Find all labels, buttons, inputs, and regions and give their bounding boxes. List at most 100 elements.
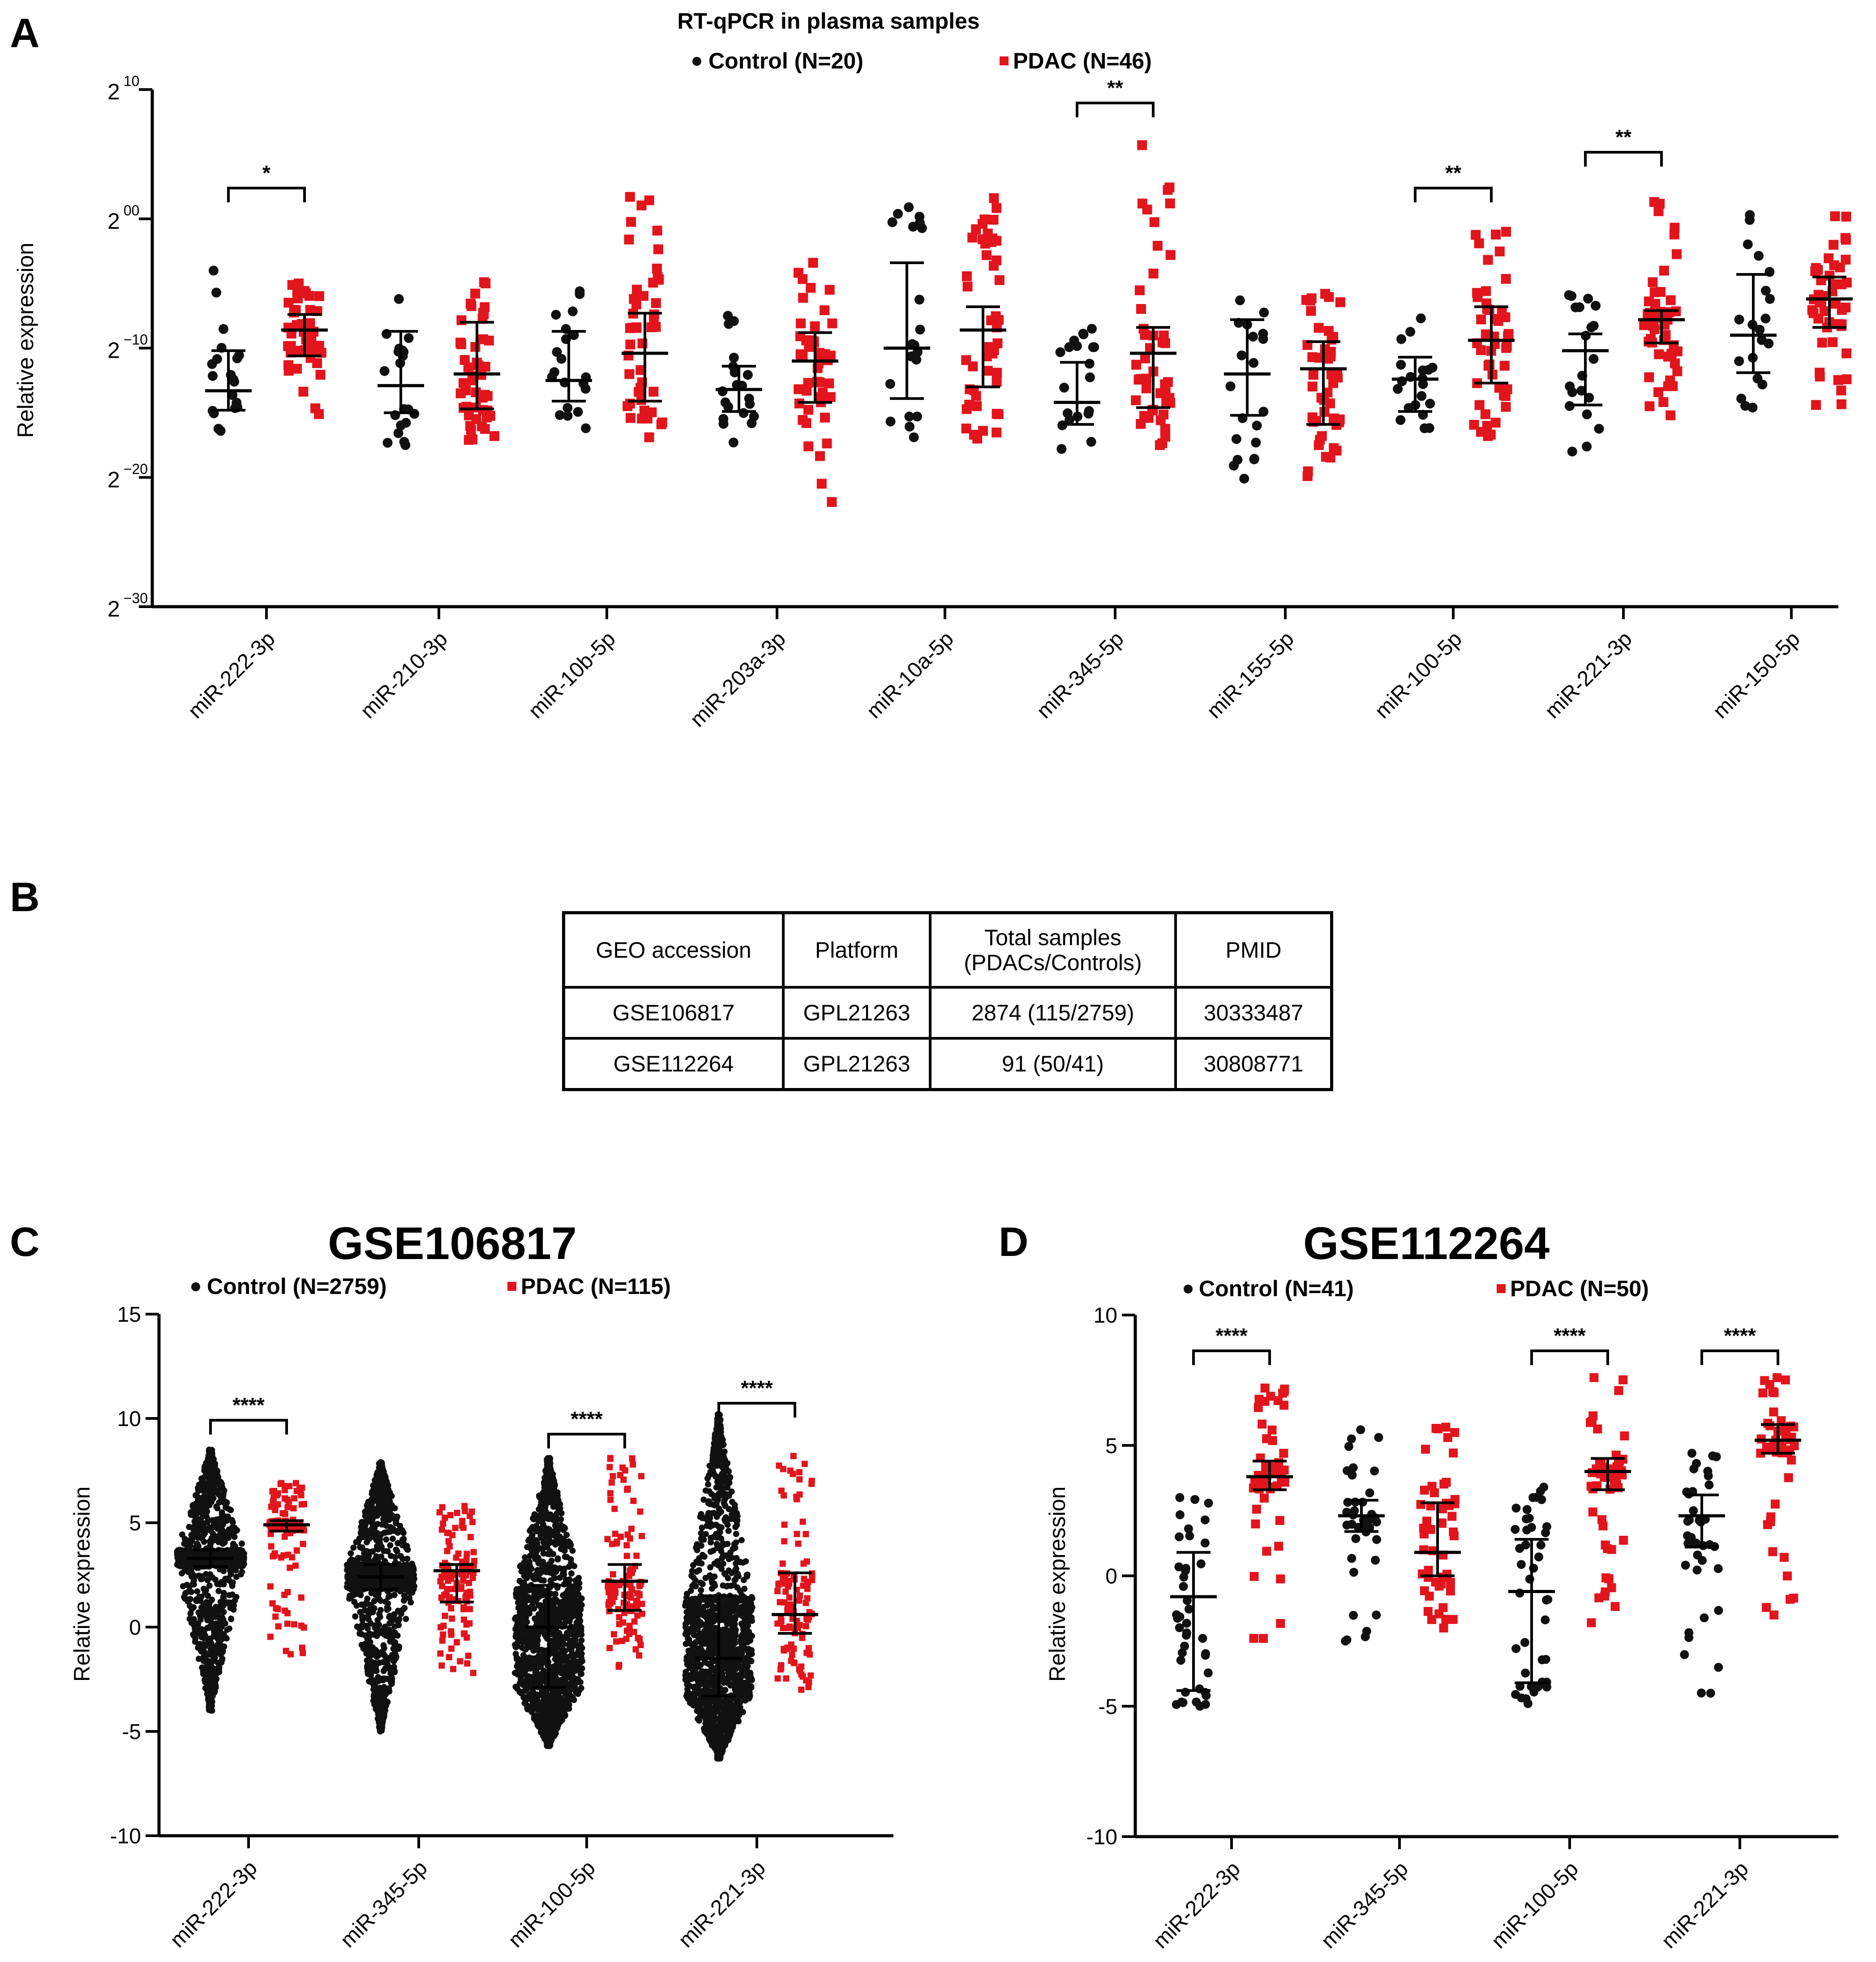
pdac-point (1136, 304, 1146, 314)
control-point (346, 1564, 352, 1570)
panel-c-legend-pdac: PDAC (N=115) (521, 1274, 671, 1299)
control-point (221, 1499, 228, 1505)
control-point (366, 1633, 373, 1640)
pdac-point (284, 1620, 291, 1627)
pdac-point (981, 250, 992, 260)
control-point (219, 324, 228, 334)
pdac-point (1501, 227, 1511, 237)
pdac-point (467, 375, 477, 386)
control-point (537, 1545, 543, 1552)
control-point (720, 397, 730, 407)
control-point (1084, 406, 1094, 416)
control-point (224, 1599, 231, 1606)
control-point (193, 1492, 199, 1499)
pdac-point (1481, 286, 1491, 296)
control-point (562, 411, 573, 421)
control-point (191, 1523, 198, 1529)
control-point (210, 1653, 216, 1659)
pdac-point (1152, 240, 1163, 251)
pdac-point (291, 1621, 297, 1628)
control-point (197, 1598, 204, 1604)
x-tick-label: miR-10b-5p (524, 627, 620, 723)
control-point (374, 1704, 381, 1710)
control-point (204, 1624, 211, 1631)
control-point (379, 1486, 386, 1492)
pdac-point (287, 1564, 293, 1571)
pdac-point (656, 419, 666, 429)
pdac-point (290, 1505, 297, 1512)
control-point (393, 1546, 399, 1553)
control-point (215, 1636, 222, 1643)
control-point (199, 1511, 206, 1518)
x-tick-label: miR-345-5p (1032, 627, 1129, 723)
pdac-point (979, 214, 990, 224)
control-point (399, 1537, 406, 1543)
control-point (380, 1520, 387, 1526)
control-point (357, 1592, 364, 1598)
pdac-point (795, 349, 806, 360)
control-point (233, 1594, 240, 1600)
pdac-point (463, 1557, 470, 1564)
control-point (530, 1599, 537, 1606)
pdac-point (446, 1543, 453, 1550)
control-point (1089, 342, 1099, 352)
control-point (206, 1582, 213, 1589)
pdac-point (1160, 424, 1170, 434)
control-point (384, 1570, 391, 1576)
control-point (527, 1604, 533, 1611)
pdac-point (653, 244, 663, 254)
control-point (1248, 331, 1258, 342)
pdac-point (1842, 348, 1852, 359)
pdac-point (469, 1519, 476, 1525)
pdac-point (465, 1653, 472, 1659)
control-point (568, 1570, 575, 1577)
pdac-point (810, 321, 820, 331)
control-point (378, 1461, 385, 1467)
control-point (220, 1578, 227, 1585)
control-point (391, 1623, 398, 1630)
control-point (369, 1488, 375, 1495)
pdac-point (1476, 427, 1486, 437)
control-point (516, 1585, 523, 1592)
significance-label: * (262, 161, 270, 184)
control-point (404, 1583, 411, 1590)
control-point (536, 1652, 542, 1659)
control-point (717, 386, 728, 396)
control-point (535, 1602, 542, 1609)
control-point (220, 1589, 227, 1596)
control-point (355, 1581, 362, 1588)
control-point (375, 1674, 382, 1680)
control-point (549, 367, 559, 377)
pdac-point (989, 345, 999, 355)
pdac-point (1650, 299, 1660, 309)
x-tick-label: miR-150-5p (1709, 627, 1805, 723)
control-point (231, 1534, 238, 1540)
pdac-point (1659, 266, 1669, 276)
pdac-point (448, 1645, 455, 1652)
control-point (216, 1499, 223, 1506)
control-point (573, 407, 583, 417)
panel-c-title: GSE106817 (328, 1218, 577, 1269)
pdac-point (460, 1577, 467, 1584)
y-tick-label: 2 00 (107, 202, 139, 234)
control-point (551, 309, 561, 320)
pdac-point (1842, 278, 1852, 288)
pdac-point (1306, 306, 1316, 316)
pdac-point (448, 1632, 455, 1638)
control-point (569, 1547, 576, 1554)
pdac-point (1332, 370, 1342, 380)
pdac-point (1326, 347, 1336, 357)
significance-bracket (1414, 187, 1493, 202)
control-point (578, 1595, 585, 1602)
pdac-point (1643, 319, 1653, 330)
control-point (223, 1531, 229, 1538)
pdac-point (972, 401, 982, 411)
control-point (369, 1521, 376, 1528)
control-point (547, 1577, 554, 1584)
control-point (189, 1570, 196, 1577)
control-point (524, 1702, 530, 1709)
control-point (393, 1654, 399, 1660)
pdac-point (649, 314, 659, 325)
control-point (905, 421, 914, 432)
control-point (567, 1542, 574, 1548)
